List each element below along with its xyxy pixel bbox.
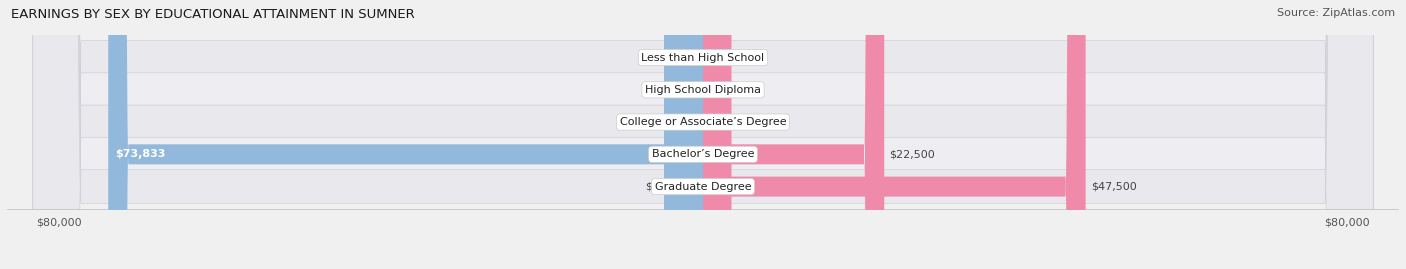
Text: College or Associate’s Degree: College or Associate’s Degree: [620, 117, 786, 127]
Text: $0: $0: [737, 52, 751, 63]
FancyBboxPatch shape: [665, 0, 703, 269]
Text: Source: ZipAtlas.com: Source: ZipAtlas.com: [1277, 8, 1395, 18]
FancyBboxPatch shape: [32, 0, 1374, 269]
FancyBboxPatch shape: [32, 0, 1374, 269]
Text: $47,500: $47,500: [1091, 182, 1136, 192]
Text: $0: $0: [645, 85, 659, 95]
Text: $0: $0: [645, 182, 659, 192]
FancyBboxPatch shape: [665, 0, 703, 269]
Text: $0: $0: [645, 52, 659, 63]
FancyBboxPatch shape: [665, 0, 703, 269]
FancyBboxPatch shape: [703, 0, 731, 269]
Text: Graduate Degree: Graduate Degree: [655, 182, 751, 192]
Text: $22,500: $22,500: [890, 149, 935, 159]
Text: $73,833: $73,833: [115, 149, 165, 159]
FancyBboxPatch shape: [32, 0, 1374, 269]
Text: $0: $0: [737, 117, 751, 127]
Text: EARNINGS BY SEX BY EDUCATIONAL ATTAINMENT IN SUMNER: EARNINGS BY SEX BY EDUCATIONAL ATTAINMEN…: [11, 8, 415, 21]
FancyBboxPatch shape: [703, 0, 731, 269]
FancyBboxPatch shape: [703, 0, 731, 269]
FancyBboxPatch shape: [108, 0, 703, 269]
Text: High School Diploma: High School Diploma: [645, 85, 761, 95]
FancyBboxPatch shape: [32, 0, 1374, 269]
FancyBboxPatch shape: [665, 0, 703, 269]
Text: $0: $0: [645, 117, 659, 127]
Text: Bachelor’s Degree: Bachelor’s Degree: [652, 149, 754, 159]
Text: $0: $0: [737, 85, 751, 95]
FancyBboxPatch shape: [703, 0, 1085, 269]
FancyBboxPatch shape: [32, 0, 1374, 269]
FancyBboxPatch shape: [703, 0, 884, 269]
Text: Less than High School: Less than High School: [641, 52, 765, 63]
